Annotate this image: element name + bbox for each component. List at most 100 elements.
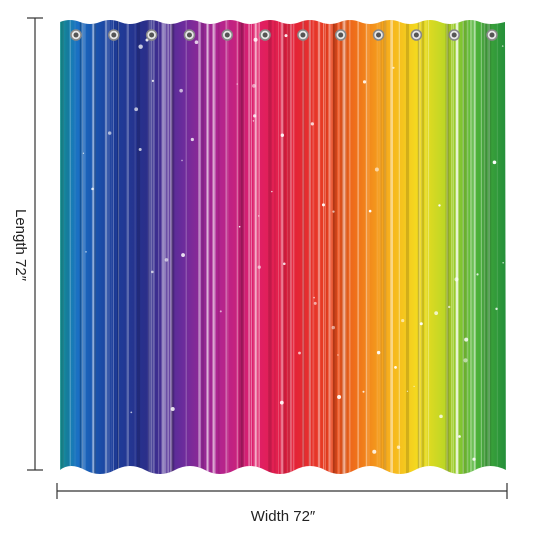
sparkle [219,310,222,313]
sparkle [279,400,284,405]
light-streak [225,20,227,474]
light-streak [469,20,473,474]
light-streak [60,20,61,474]
light-streak [489,20,491,474]
sparkle [85,251,87,253]
light-streak [463,20,464,474]
sparkle [372,449,377,454]
light-streak [317,20,321,474]
light-streak [214,20,216,474]
sparkle [332,210,335,213]
light-streak [254,20,257,474]
light-streak [62,20,64,474]
sparkle [138,44,143,49]
light-streak [457,20,459,474]
sparkle [91,187,94,191]
light-streak [472,20,473,474]
light-streak [169,20,172,474]
light-streak [455,20,458,474]
light-streak [473,20,476,474]
sparkle [107,131,112,135]
light-streak [92,20,95,474]
shadow-streak [325,20,328,474]
light-streak [452,20,454,474]
light-streak [324,20,326,474]
light-streak [244,20,245,474]
light-streak [480,20,483,474]
sparkle [236,83,238,85]
sparkle [439,414,443,419]
light-streak [425,20,427,474]
sparkle [138,147,142,151]
light-streak [149,20,152,474]
light-streak [302,20,305,474]
sparkle [164,258,169,262]
sparkle [82,152,85,154]
grommet-hole [73,32,79,38]
sparkle [392,66,395,69]
light-streak [357,20,360,474]
shadow-streak [462,20,465,474]
sparkle [298,351,301,355]
length-dimension [27,17,43,471]
light-streak [473,20,476,474]
shadow-streak [79,20,82,474]
light-streak [451,20,453,474]
sparkle [454,277,459,282]
light-streak [91,20,94,474]
stripes [60,20,506,474]
sparkle [368,209,372,213]
sparkle [251,83,256,88]
light-streak [253,20,255,474]
shadow-streak [268,20,272,474]
sparkle [438,204,441,207]
sparkle [151,270,154,274]
width-label: Width 72″ [251,508,316,525]
shadow-streak [447,20,451,474]
grommet-hole [338,32,344,38]
light-streak [344,20,347,474]
light-streak [292,20,295,474]
sparkle [464,337,469,342]
sparkle [258,215,260,217]
light-streak [237,20,239,474]
light-streak [290,20,292,474]
sparkle [394,366,397,369]
sparkle [492,160,497,165]
light-streak [207,20,210,474]
light-streak [165,20,168,474]
sparkle [434,311,439,316]
sparkle [476,273,479,276]
grommet-hole [224,32,230,38]
shadow-streak [488,20,492,474]
light-streak [487,20,490,474]
light-streak [484,20,487,474]
sparkle [331,325,335,330]
light-streak [281,20,284,474]
light-streak [198,20,201,474]
shadow-streak [60,20,65,474]
sparkle [179,88,183,93]
light-streak [384,20,386,474]
light-streak [462,20,463,474]
width-dimension [56,483,508,499]
sparkle [170,407,175,412]
light-streak [199,20,201,474]
light-streak [60,20,61,474]
sparkle [190,137,194,142]
light-streak [255,20,257,474]
shadow-streak [484,20,488,474]
sparkle [145,38,149,42]
sparkle [252,120,255,122]
sparkle [271,190,273,193]
light-streak [171,20,173,474]
sparkle [501,45,504,47]
sparkle [181,159,183,162]
sparkle [284,34,288,38]
sparkle [376,350,381,355]
shadow-streak [217,20,220,474]
grommets [70,29,498,41]
light-streak [398,20,400,474]
sparkle [337,354,339,356]
shadow-streak [340,20,344,474]
